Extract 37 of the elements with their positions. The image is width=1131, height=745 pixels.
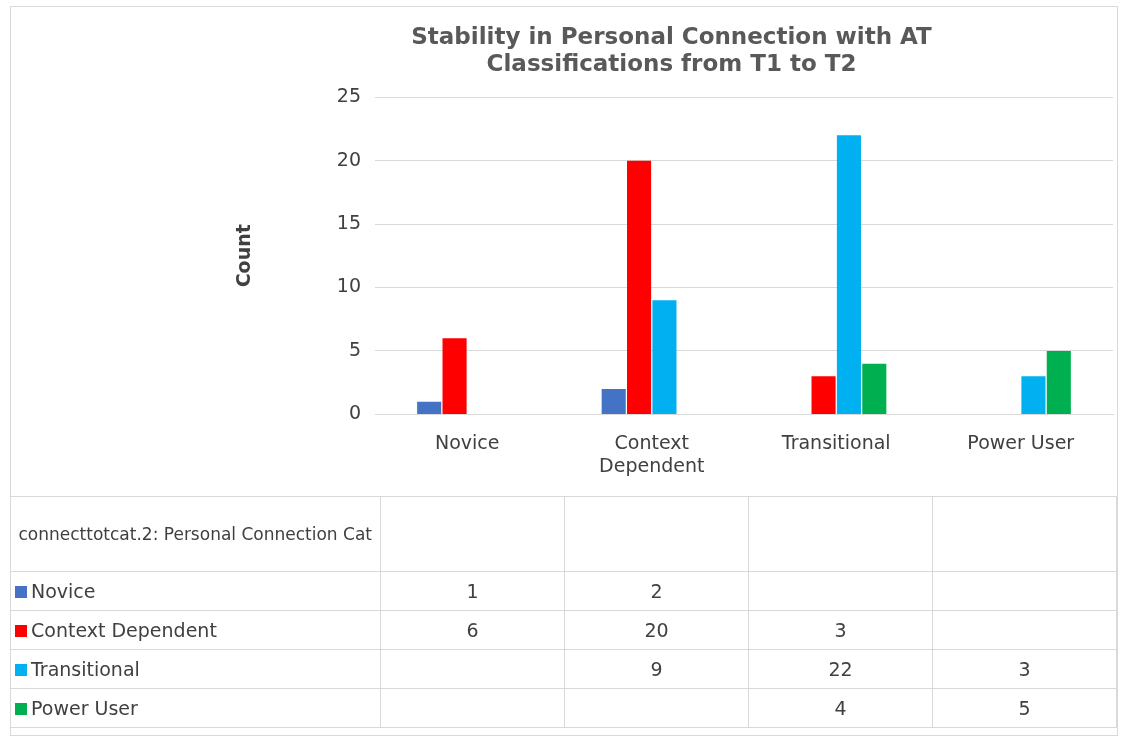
data-label: 5 [932, 688, 1117, 728]
data-label: 3 [748, 610, 933, 650]
y-axis-title: Count [232, 224, 255, 288]
data-label: 1 [380, 571, 565, 611]
bar [601, 389, 626, 414]
chart-title: Stability in Personal Connection with AT Classifications from T1 to T2 [411, 22, 933, 77]
legend-label: Context Dependent [10, 610, 381, 650]
y-tick-label: 20 [336, 147, 361, 170]
data-label: 22 [748, 649, 933, 689]
legend-title: connecttotcat.2: Personal Connection Cat [10, 496, 381, 572]
legend-label: Transitional [10, 649, 381, 689]
x-tick-label: Context Dependent [599, 430, 705, 476]
data-label: 4 [748, 688, 933, 728]
y-tick-label: 5 [348, 337, 361, 360]
legend-label: Power User [10, 688, 381, 728]
data-label: 2 [564, 571, 749, 611]
y-tick-label: 25 [336, 84, 361, 107]
x-tick-label: Transitional [780, 430, 891, 453]
data-label: 9 [564, 649, 749, 689]
y-tick-label: 0 [348, 401, 361, 424]
bar [811, 376, 836, 414]
bar [1046, 350, 1071, 414]
bar [1021, 376, 1046, 414]
bar [652, 300, 677, 414]
data-label: 6 [380, 610, 565, 650]
x-tick-label: Novice [435, 430, 500, 453]
y-tick-label: 10 [336, 274, 361, 297]
bar [627, 160, 652, 414]
data-label: 3 [932, 649, 1117, 689]
bar [442, 338, 467, 414]
y-tick-label: 15 [336, 211, 361, 234]
bar [862, 363, 887, 414]
bar [417, 401, 442, 414]
bar [836, 135, 861, 414]
data-label: 20 [564, 610, 749, 650]
x-tick-label: Power User [967, 430, 1075, 453]
legend-label: Novice [10, 571, 381, 611]
